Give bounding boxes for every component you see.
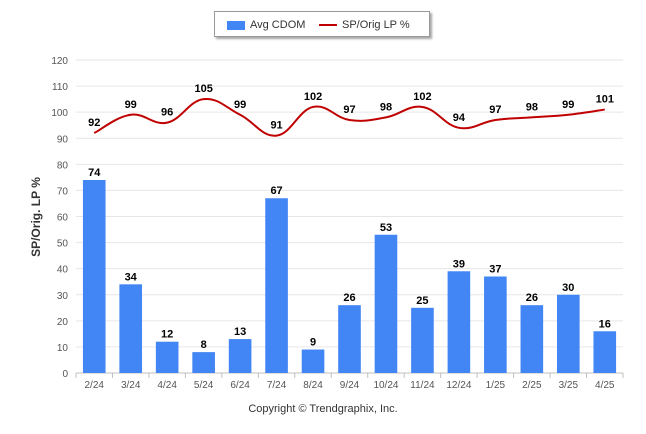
line-series: [93, 98, 605, 137]
bar: [338, 305, 361, 373]
axes: [75, 372, 624, 378]
bar: [447, 271, 471, 373]
line-data-label: 102: [413, 91, 431, 103]
x-tick-labels: 2/24 3/24 4/24 5/24 6/24 7/24 8/24 9/24 10/24 11/…: [84, 380, 614, 391]
bar: [301, 349, 325, 373]
legend-item-bar[interactable]: Avg CDOM: [227, 18, 305, 32]
bar: [556, 294, 580, 373]
bar: [119, 284, 143, 373]
bar-data-label: 8: [201, 339, 207, 351]
x-tick-label: 12/24: [446, 380, 471, 391]
legend-item-line[interactable]: SP/Orig LP %: [319, 18, 410, 32]
y-tick-label: 110: [52, 82, 68, 93]
line-data-label: 97: [343, 104, 355, 116]
bar-data-label: 9: [310, 337, 316, 349]
line-data-label: 99: [562, 99, 574, 111]
x-tick-label: 2/25: [522, 380, 542, 391]
y-tick-label: 120: [51, 56, 68, 67]
line-data-label: 92: [88, 117, 100, 129]
bar-data-labels: 74 34 12 8 13 67 9 26 53 25 39 37 26 30 16: [88, 167, 611, 351]
line-path: [93, 98, 605, 137]
legend-bar-swatch: [227, 20, 245, 30]
line-data-label: 99: [234, 99, 246, 111]
x-tick-label: 4/24: [157, 380, 177, 391]
line-data-labels: 92 99 96 105 99 91 102 97 98 102 94 97 98 99 101: [88, 83, 614, 132]
bar-data-label: 34: [125, 271, 138, 283]
bar: [374, 234, 398, 373]
y-tick-label: 20: [57, 317, 69, 328]
copyright-footer: Copyright © Trendgraphix, Inc.: [248, 403, 398, 415]
bar: [192, 352, 215, 373]
line-data-label: 98: [380, 101, 392, 113]
y-tick-label: 50: [57, 239, 69, 250]
bar-data-label: 25: [416, 295, 428, 307]
bar: [593, 331, 617, 373]
x-tick-label: 3/24: [121, 380, 141, 391]
x-tick-label: 6/24: [230, 380, 250, 391]
bar: [82, 179, 106, 373]
y-tick-label: 40: [57, 265, 69, 276]
y-tick-label: 100: [51, 108, 68, 119]
bar-data-label: 74: [88, 167, 101, 179]
x-tick-label: 1/25: [486, 380, 506, 391]
y-tick-label: 30: [57, 291, 69, 302]
bar-series: [82, 179, 617, 373]
bar: [155, 341, 179, 373]
x-tick-label: 10/24: [373, 380, 398, 391]
bar: [265, 198, 288, 373]
bar-data-label: 13: [234, 326, 246, 338]
line-data-label: 94: [453, 112, 466, 124]
line-data-label: 97: [489, 104, 501, 116]
legend-line-swatch: [319, 24, 337, 26]
x-tick-label: 9/24: [340, 380, 360, 391]
legend-bar-label: Avg CDOM: [250, 19, 306, 31]
line-data-label: 105: [194, 83, 212, 95]
bar-data-label: 53: [380, 222, 392, 234]
bar-data-label: 12: [161, 329, 173, 341]
x-tick-label: 3/25: [559, 380, 579, 391]
y-tick-label: 0: [62, 369, 68, 380]
y-tick-label: 60: [57, 213, 69, 224]
x-tick-label: 7/24: [267, 380, 287, 391]
y-tick-labels: 0 10 20 30 40 50 60 70 80 90 100 110 120: [51, 56, 68, 380]
bar-data-label: 16: [599, 318, 611, 330]
legend: Avg CDOM SP/Orig LP %: [214, 11, 430, 37]
legend-line-label: SP/Orig LP %: [342, 19, 410, 31]
bar-data-label: 30: [562, 282, 574, 294]
y-tick-label: 70: [57, 186, 69, 197]
line-data-label: 102: [304, 91, 322, 103]
bar: [411, 307, 434, 373]
bar: [520, 305, 544, 373]
y-tick-label: 10: [57, 343, 69, 354]
x-tick-label: 11/24: [410, 380, 435, 391]
y-tick-label: 90: [57, 134, 69, 145]
line-data-label: 96: [161, 107, 173, 119]
line-data-label: 98: [526, 101, 538, 113]
x-tick-label: 2/24: [84, 380, 104, 391]
bar: [484, 276, 507, 373]
grid-lines: [76, 59, 623, 348]
bar: [228, 339, 252, 373]
x-tick-label: 4/25: [595, 380, 615, 391]
bar-data-label: 39: [453, 258, 465, 270]
bar-data-label: 26: [343, 292, 355, 304]
bar-data-label: 37: [489, 263, 501, 275]
x-tick-label: 5/24: [194, 380, 214, 391]
y-tick-label: 80: [57, 160, 69, 171]
x-tick-label: 8/24: [303, 380, 323, 391]
bar-data-label: 67: [270, 185, 282, 197]
y-axis-title: SP/Orig. LP %: [29, 177, 43, 257]
bar-data-label: 26: [526, 292, 538, 304]
line-data-label: 99: [125, 99, 137, 111]
line-data-label: 101: [596, 94, 614, 106]
line-data-label: 91: [270, 120, 282, 132]
